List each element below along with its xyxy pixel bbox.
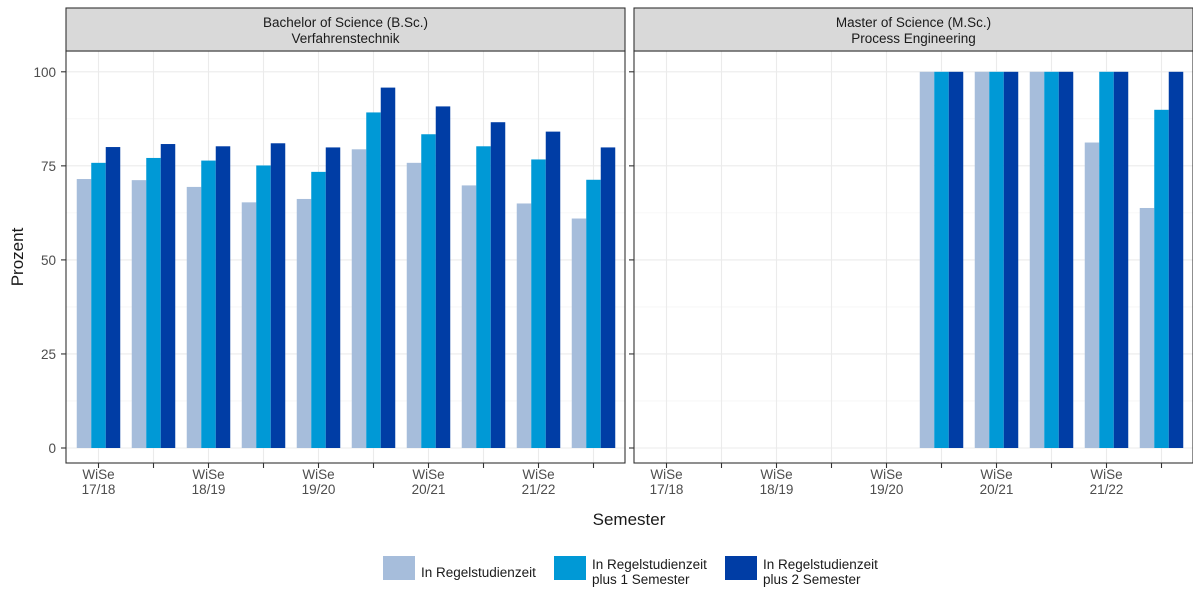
legend-label-series-2: plus 1 Semester [592, 572, 690, 587]
y-tick-label: 50 [41, 253, 56, 268]
legend-key-series-2 [554, 556, 586, 580]
bar-panel1-group2-series1 [131, 180, 147, 448]
x-tick-label: 20/21 [980, 482, 1014, 497]
bar-panel1-group10-series3 [600, 147, 616, 449]
panel-1-strip [65, 7, 626, 52]
bar-panel1-group9-series2 [531, 159, 546, 448]
bar-panel2-group8-series2 [1044, 71, 1059, 449]
y-tick-label: 100 [33, 65, 56, 80]
bar-panel1-group5-series2 [311, 171, 326, 448]
x-tick-label: 17/18 [82, 482, 116, 497]
panel-2-title-line: Master of Science (M.Sc.) [836, 15, 991, 30]
bar-panel2-group9-series3 [1113, 71, 1129, 449]
bar-panel1-group3-series2 [201, 160, 216, 448]
bar-panel2-group6-series1 [919, 71, 935, 449]
bar-panel1-group5-series3 [325, 147, 341, 449]
bar-panel1-group5-series1 [296, 198, 312, 448]
x-tick-label: 19/20 [302, 482, 336, 497]
x-tick-label: 20/21 [412, 482, 446, 497]
bar-panel1-group8-series2 [476, 146, 491, 449]
bar-panel2-group7-series3 [1003, 71, 1019, 449]
bar-panel1-group10-series1 [571, 218, 587, 448]
bar-panel1-group3-series3 [215, 146, 231, 449]
bar-panel1-group8-series1 [461, 185, 477, 448]
panel-1-title-line: Verfahrenstechnik [291, 31, 399, 46]
bar-panel2-group10-series3 [1168, 71, 1184, 449]
legend-key-series-1 [383, 556, 415, 580]
x-tick-label: 19/20 [870, 482, 904, 497]
panel-2-title-line: Process Engineering [851, 31, 976, 46]
bar-panel2-group6-series2 [934, 71, 949, 449]
y-tick-label: 0 [48, 441, 56, 456]
legend-label-series-2: In Regelstudienzeit [592, 557, 707, 572]
bar-panel1-group10-series2 [586, 179, 601, 448]
legend-key-series-3 [725, 556, 757, 580]
x-tick-label: WiSe [82, 467, 114, 482]
legend-label-series-3: plus 2 Semester [763, 572, 861, 587]
bar-panel1-group2-series3 [160, 144, 176, 448]
bar-panel1-group7-series1 [406, 162, 422, 448]
x-tick-label: 21/22 [522, 482, 556, 497]
bar-panel2-group10-series1 [1139, 207, 1155, 448]
x-tick-label: WiSe [302, 467, 334, 482]
legend-label-series-1: In Regelstudienzeit [421, 565, 536, 580]
bar-panel1-group3-series1 [186, 186, 202, 449]
bar-panel2-group10-series2 [1154, 109, 1169, 449]
x-tick-label: 17/18 [650, 482, 684, 497]
bar-panel2-group9-series1 [1084, 142, 1100, 448]
x-axis-title: Semester [593, 510, 666, 529]
bar-panel1-group1-series3 [105, 147, 121, 449]
bar-panel2-group9-series2 [1099, 71, 1114, 449]
bar-panel2-group6-series3 [948, 71, 964, 449]
x-tick-label: WiSe [760, 467, 792, 482]
bar-panel1-group6-series3 [380, 87, 396, 448]
panel-1-title-line: Bachelor of Science (B.Sc.) [263, 15, 428, 30]
bar-panel1-group6-series1 [351, 149, 367, 449]
y-tick-label: 75 [41, 159, 56, 174]
bar-panel1-group2-series2 [146, 157, 161, 448]
bar-panel1-group4-series1 [241, 202, 257, 448]
x-tick-label: 18/19 [192, 482, 226, 497]
bar-panel2-group8-series1 [1029, 71, 1045, 449]
legend-label-series-3: In Regelstudienzeit [763, 557, 878, 572]
bar-panel2-group8-series3 [1058, 71, 1074, 449]
bar-panel1-group4-series2 [256, 165, 271, 448]
bar-panel1-group1-series1 [76, 179, 92, 448]
bar-panel2-group7-series1 [974, 71, 990, 449]
y-tick-label: 25 [41, 347, 56, 362]
x-tick-label: WiSe [1090, 467, 1122, 482]
x-tick-label: 18/19 [760, 482, 794, 497]
bar-panel1-group1-series2 [91, 162, 106, 448]
bar-panel1-group7-series3 [435, 106, 451, 448]
y-axis-title: Prozent [8, 227, 27, 286]
bar-panel1-group6-series2 [366, 112, 381, 449]
x-tick-label: WiSe [650, 467, 682, 482]
panel-2-strip [633, 7, 1193, 52]
bar-panel1-group7-series2 [421, 134, 436, 448]
bar-panel2-group7-series2 [989, 71, 1004, 449]
bar-panel1-group8-series3 [490, 122, 506, 449]
x-tick-label: WiSe [870, 467, 902, 482]
x-tick-label: 21/22 [1090, 482, 1124, 497]
x-tick-label: WiSe [980, 467, 1012, 482]
bar-panel1-group4-series3 [270, 143, 286, 448]
x-tick-label: WiSe [192, 467, 224, 482]
bar-panel1-group9-series3 [545, 131, 561, 448]
bar-panel1-group9-series1 [516, 203, 532, 448]
x-tick-label: WiSe [522, 467, 554, 482]
x-tick-label: WiSe [412, 467, 444, 482]
